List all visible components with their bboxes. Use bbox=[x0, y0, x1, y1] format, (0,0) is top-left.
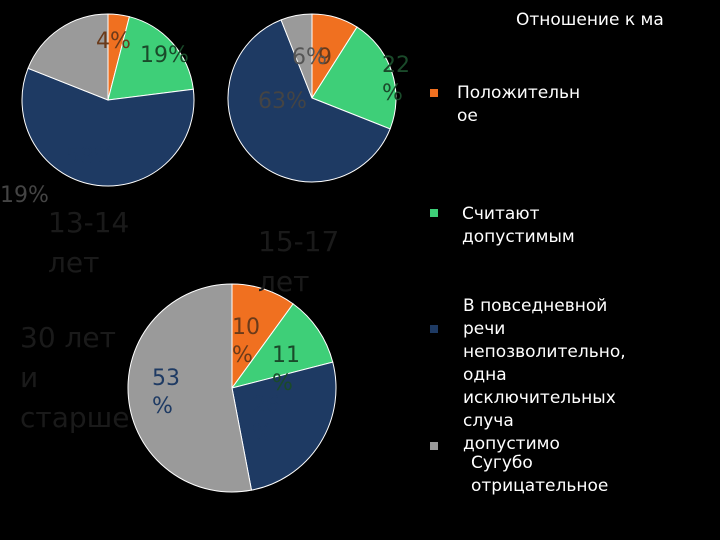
group-label-30-plus: 30 лет и старше bbox=[20, 321, 130, 434]
pie-0-slice-label-1: 19% bbox=[140, 43, 189, 68]
pie-2-slice-1 bbox=[230, 303, 334, 389]
legend-label-negative: Сугубо отрицательное bbox=[471, 453, 609, 496]
pie-2 bbox=[127, 283, 337, 493]
pie-0-slice-label-3: 19% bbox=[0, 183, 49, 208]
legend-swatch-positive bbox=[430, 89, 438, 97]
legend-label-positive: Положительн ое bbox=[457, 83, 581, 126]
pie-2-slice-label-3: 53 % bbox=[152, 366, 180, 419]
pie-1-slice-label-3: 6% bbox=[292, 45, 327, 70]
pie-0-slice-label-0: 4% bbox=[96, 29, 131, 54]
group-label-15-17: 15-17 лет bbox=[258, 225, 340, 298]
pie-2-slice-3 bbox=[127, 283, 253, 493]
group-label-13-14: 13-14 лет bbox=[48, 206, 130, 279]
pie-2-slice-label-0: 10 % bbox=[232, 315, 260, 368]
pie-0-slice-2 bbox=[21, 67, 195, 187]
legend-swatch-acceptable bbox=[430, 209, 438, 217]
pie-1 bbox=[227, 13, 397, 183]
pie-0-slice-label-2: 58% bbox=[66, 144, 115, 169]
pie-2-slice-label-2: 26 % bbox=[252, 393, 280, 446]
pie-0-slice-1 bbox=[107, 16, 194, 101]
pie-1-slice-3 bbox=[280, 13, 313, 99]
pie-1-slice-label-1: 22 % bbox=[382, 53, 410, 106]
pie-2-slice-2 bbox=[231, 361, 337, 491]
pie-1-slice-1 bbox=[311, 26, 397, 130]
pie-1-slice-2 bbox=[227, 19, 391, 183]
pie-0 bbox=[21, 13, 195, 187]
chart-title: Отношение к ма bbox=[516, 10, 664, 30]
pie-1-slice-label-0: 9 bbox=[318, 45, 332, 70]
legend-swatch-negative bbox=[430, 442, 438, 450]
legend-swatch-exceptional bbox=[430, 325, 438, 333]
pie-2-slice-label-1: 11 % bbox=[272, 343, 300, 396]
legend-label-exceptional: В повседневной речи непозволительно, одн… bbox=[463, 296, 626, 454]
pie-1-slice-label-2: 63% bbox=[258, 89, 307, 114]
pie-0-slice-3 bbox=[27, 13, 109, 101]
legend-label-acceptable: Считают допустимым bbox=[462, 204, 575, 247]
